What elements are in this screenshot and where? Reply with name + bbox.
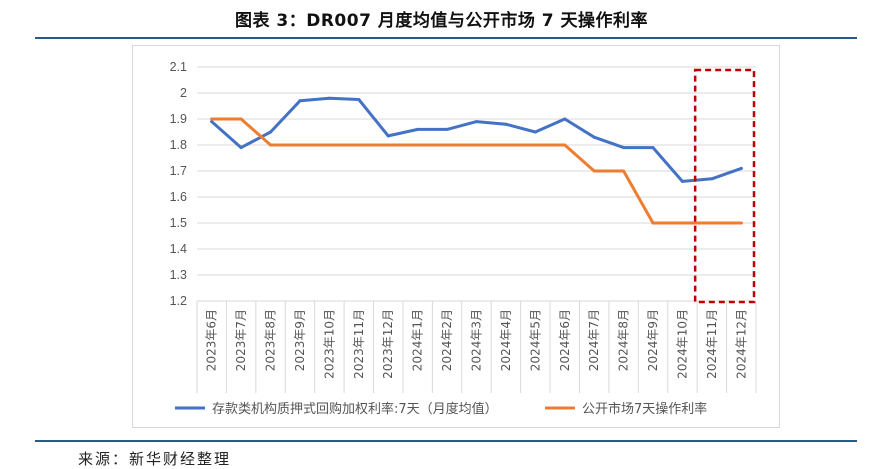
data-point bbox=[327, 143, 331, 147]
data-point bbox=[504, 143, 508, 147]
source-note: 来源：新华财经整理 bbox=[78, 450, 232, 468]
data-point bbox=[651, 221, 655, 225]
data-point bbox=[298, 99, 302, 103]
x-tick-labels: 2023年6月 2023年7月 2023年8月 2023年9月 2023年10月 2023… bbox=[205, 309, 749, 379]
legend-label: 公开市场7天操作利率 bbox=[582, 401, 707, 417]
y-tick-label: 1.8 bbox=[170, 138, 187, 152]
data-point bbox=[298, 143, 302, 147]
data-point bbox=[651, 146, 655, 150]
x-tick-label: 2024年11月 bbox=[705, 309, 719, 379]
data-point bbox=[739, 221, 743, 225]
data-point bbox=[239, 117, 243, 121]
data-point bbox=[504, 122, 508, 126]
data-point bbox=[445, 143, 449, 147]
y-tick-label: 1.5 bbox=[170, 216, 187, 230]
data-point bbox=[416, 127, 420, 131]
data-point bbox=[592, 169, 596, 173]
x-tick-label: 2024年2月 bbox=[440, 309, 454, 371]
top-rule bbox=[35, 37, 857, 39]
data-point bbox=[710, 221, 714, 225]
legend-label: 存款类机构质押式回购加权利率:7天（月度均值） bbox=[212, 401, 498, 417]
x-tick-label: 2024年5月 bbox=[528, 309, 542, 371]
data-point bbox=[269, 143, 273, 147]
data-point bbox=[210, 117, 214, 121]
x-tick-label: 2024年10月 bbox=[675, 309, 689, 379]
data-point bbox=[357, 98, 361, 101]
data-point bbox=[563, 143, 567, 147]
y-tick-label: 2.1 bbox=[170, 60, 187, 74]
data-point bbox=[739, 166, 743, 170]
x-tick-label: 2024年4月 bbox=[499, 309, 513, 371]
x-tick-label: 2024年7月 bbox=[587, 309, 601, 371]
highlight-rect bbox=[693, 68, 756, 304]
bottom-rule bbox=[35, 440, 857, 442]
legend: 存款类机构质押式回购加权利率:7天（月度均值） 公开市场7天操作利率 bbox=[175, 401, 707, 417]
data-point bbox=[622, 169, 626, 173]
series-line-0 bbox=[210, 96, 743, 183]
data-point bbox=[592, 135, 596, 139]
data-point bbox=[475, 143, 478, 147]
x-tick-label: 2023年10月 bbox=[322, 309, 336, 379]
data-point bbox=[533, 130, 537, 134]
data-point bbox=[710, 177, 714, 181]
data-point bbox=[327, 96, 331, 100]
x-tick-label: 2024年6月 bbox=[558, 309, 572, 371]
x-tick-label: 2023年8月 bbox=[264, 309, 278, 371]
x-tick-label: 2024年12月 bbox=[734, 309, 748, 379]
data-point bbox=[680, 179, 684, 183]
data-point bbox=[239, 146, 243, 150]
y-tick-label: 1.4 bbox=[170, 242, 187, 256]
data-point bbox=[445, 127, 449, 131]
data-point bbox=[680, 221, 684, 225]
x-tick-label: 2023年12月 bbox=[381, 309, 395, 379]
chart-frame bbox=[132, 45, 780, 428]
highlight-box bbox=[693, 68, 756, 304]
x-tick-label: 2023年11月 bbox=[352, 309, 366, 379]
y-tick-label: 1.6 bbox=[170, 190, 187, 204]
y-tick-label: 2 bbox=[180, 86, 187, 100]
data-point bbox=[210, 120, 214, 124]
chart-title: 图表 3：DR007 月度均值与公开市场 7 天操作利率 bbox=[234, 11, 649, 31]
x-tick-label: 2024年8月 bbox=[617, 309, 631, 371]
x-tick-label: 2024年1月 bbox=[411, 309, 425, 371]
y-tick-label: 1.3 bbox=[170, 268, 187, 282]
data-point bbox=[622, 146, 626, 150]
x-tick-label: 2023年6月 bbox=[205, 309, 219, 371]
data-point bbox=[386, 143, 390, 147]
data-point bbox=[357, 143, 361, 147]
data-point bbox=[386, 134, 390, 138]
y-tick-label: 1.9 bbox=[170, 112, 187, 126]
data-point bbox=[533, 143, 537, 147]
series-lines bbox=[210, 96, 743, 225]
y-tick-label: 1.2 bbox=[170, 294, 187, 308]
x-tick-label: 2024年3月 bbox=[470, 309, 484, 371]
x-tick-label: 2023年9月 bbox=[293, 309, 307, 371]
data-point bbox=[563, 117, 567, 121]
x-tick-label: 2023年7月 bbox=[234, 309, 248, 371]
data-point bbox=[269, 130, 273, 134]
y-tick-labels: 1.2 1.3 1.4 1.5 1.6 1.7 1.8 1.9 2 2.1 bbox=[170, 60, 187, 308]
data-point bbox=[475, 120, 478, 124]
y-tick-label: 1.7 bbox=[170, 164, 187, 178]
x-tick-label: 2024年9月 bbox=[646, 309, 660, 371]
data-point bbox=[416, 143, 420, 147]
